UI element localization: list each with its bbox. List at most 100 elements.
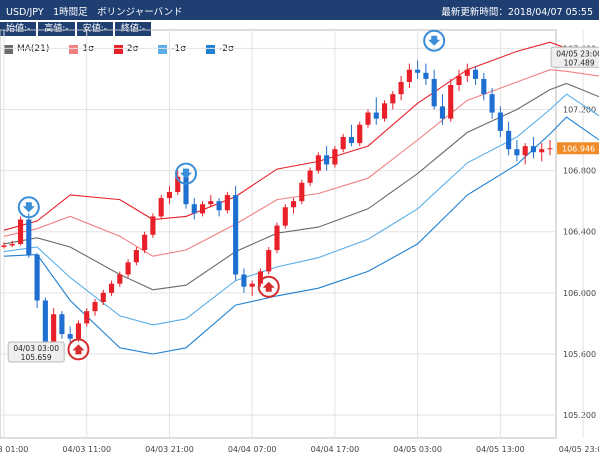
candle-body [51,314,57,345]
candle-body [398,81,404,95]
y-tick-label: 106.000 [563,289,596,298]
candle-body [59,314,65,335]
candle-body [92,302,98,312]
legend-swatch [4,44,13,54]
chart-title: USD/JPY 1時間足 ボリンジャーバンド [6,7,183,18]
bb-minus2-line [3,116,599,355]
price-callout-text: 04/05 23:00 [556,49,599,58]
candle-body [497,112,503,131]
legend-item-2sigma: 2σ [113,44,139,54]
candle-body [42,300,48,345]
high-value: 高値:- [38,22,75,36]
candle-body [522,146,528,156]
legend-swatch [113,44,123,54]
candle-body [26,219,32,255]
open-value: 始値:- [0,22,37,36]
bb-plus2-line [3,41,599,231]
price-callout-box [550,46,599,68]
candle-body [464,69,470,76]
candle-body [175,176,181,192]
candle-body [274,225,280,251]
candle-body [158,198,164,217]
candle-body [249,283,255,287]
candle-body [84,311,90,324]
candle-body [1,245,7,247]
ma21-line [3,82,599,291]
candle-body [67,334,73,339]
arrow-up-icon [72,344,85,355]
candle-body [415,69,421,73]
candle-body [17,219,24,244]
candle-body [390,94,396,104]
legend-swatch [205,44,215,54]
close-value: 終値:- [114,22,152,36]
price-callout-text: 107.489 [564,58,595,67]
candle-body [282,207,288,226]
arrow-down-icon [428,35,441,46]
legend-label: 2σ [126,44,139,54]
candle-body [233,195,239,275]
legend-item-minus1sigma: -1σ [158,44,186,54]
candle-body [365,112,371,125]
y-tick-label: 107.200 [563,105,596,114]
candle-body [373,112,379,119]
candle-body [448,85,454,119]
legend-label: -1σ [171,44,186,54]
arrow-down-icon [180,168,192,179]
candle-body [100,292,106,302]
last-price-label: 106.946 [562,144,595,153]
candle-body [340,136,346,150]
candle-body [191,204,197,214]
sell-signal-marker [17,196,40,219]
bb-plus1-line [3,69,599,257]
candle-body [514,149,520,156]
candle-body [472,69,479,79]
legend-label: -2σ [218,44,234,54]
legend-item-ma21: MA(21) [4,44,49,54]
legend-swatch [69,44,79,54]
legend-swatch [158,44,168,54]
y-tick-label: 105.600 [563,350,596,359]
candle-body [125,262,131,275]
x-tick-label: 04/05 03:00 [393,445,442,454]
candle-body [406,69,412,82]
ohlc-readout: 始値:- 高値:- 安値:- 終値:- [0,22,153,36]
candle-body [290,201,297,208]
arrow-up-icon [262,281,275,292]
y-tick-label: 105.200 [563,411,596,420]
legend-item-1sigma: 1σ [69,44,94,54]
low-value: 安値:- [76,22,113,36]
x-tick-label: 04/04 17:00 [311,445,360,454]
price-callout-box [7,341,65,363]
candle-body [208,201,214,205]
header-bar: USD/JPY 1時間足 ボリンジャーバンド 最新更新時間：2018/04/07… [0,0,599,20]
candle-body [324,155,330,165]
candle-body [357,124,363,144]
candle-body [199,204,206,214]
x-tick-label: 04/05 23:00 [559,445,599,454]
candle-body [332,149,338,165]
candle-body [108,283,115,293]
candle-body [315,155,321,171]
candle-body [456,75,462,86]
plot-frame [0,29,557,439]
sell-signal-marker [175,162,197,185]
bb-minus1-line [3,93,599,326]
candle-body [539,149,545,153]
candle-body [307,170,313,183]
legend: MA(21) 1σ 2σ -1σ -2σ [4,44,254,54]
candle-body [439,106,446,119]
candle-body [348,136,355,144]
last-updated: 最新更新時間：2018/04/07 05:55 [441,7,593,18]
candle-body [257,271,264,284]
candle-body [75,323,82,339]
x-tick-label: 04/03 21:00 [145,445,194,454]
candle-body [183,176,189,205]
candle-body [216,201,222,211]
buy-signal-marker [257,275,280,298]
candle-body [299,182,305,202]
candle-body [547,148,553,150]
candle-body [166,191,173,199]
candle-body [117,274,123,284]
